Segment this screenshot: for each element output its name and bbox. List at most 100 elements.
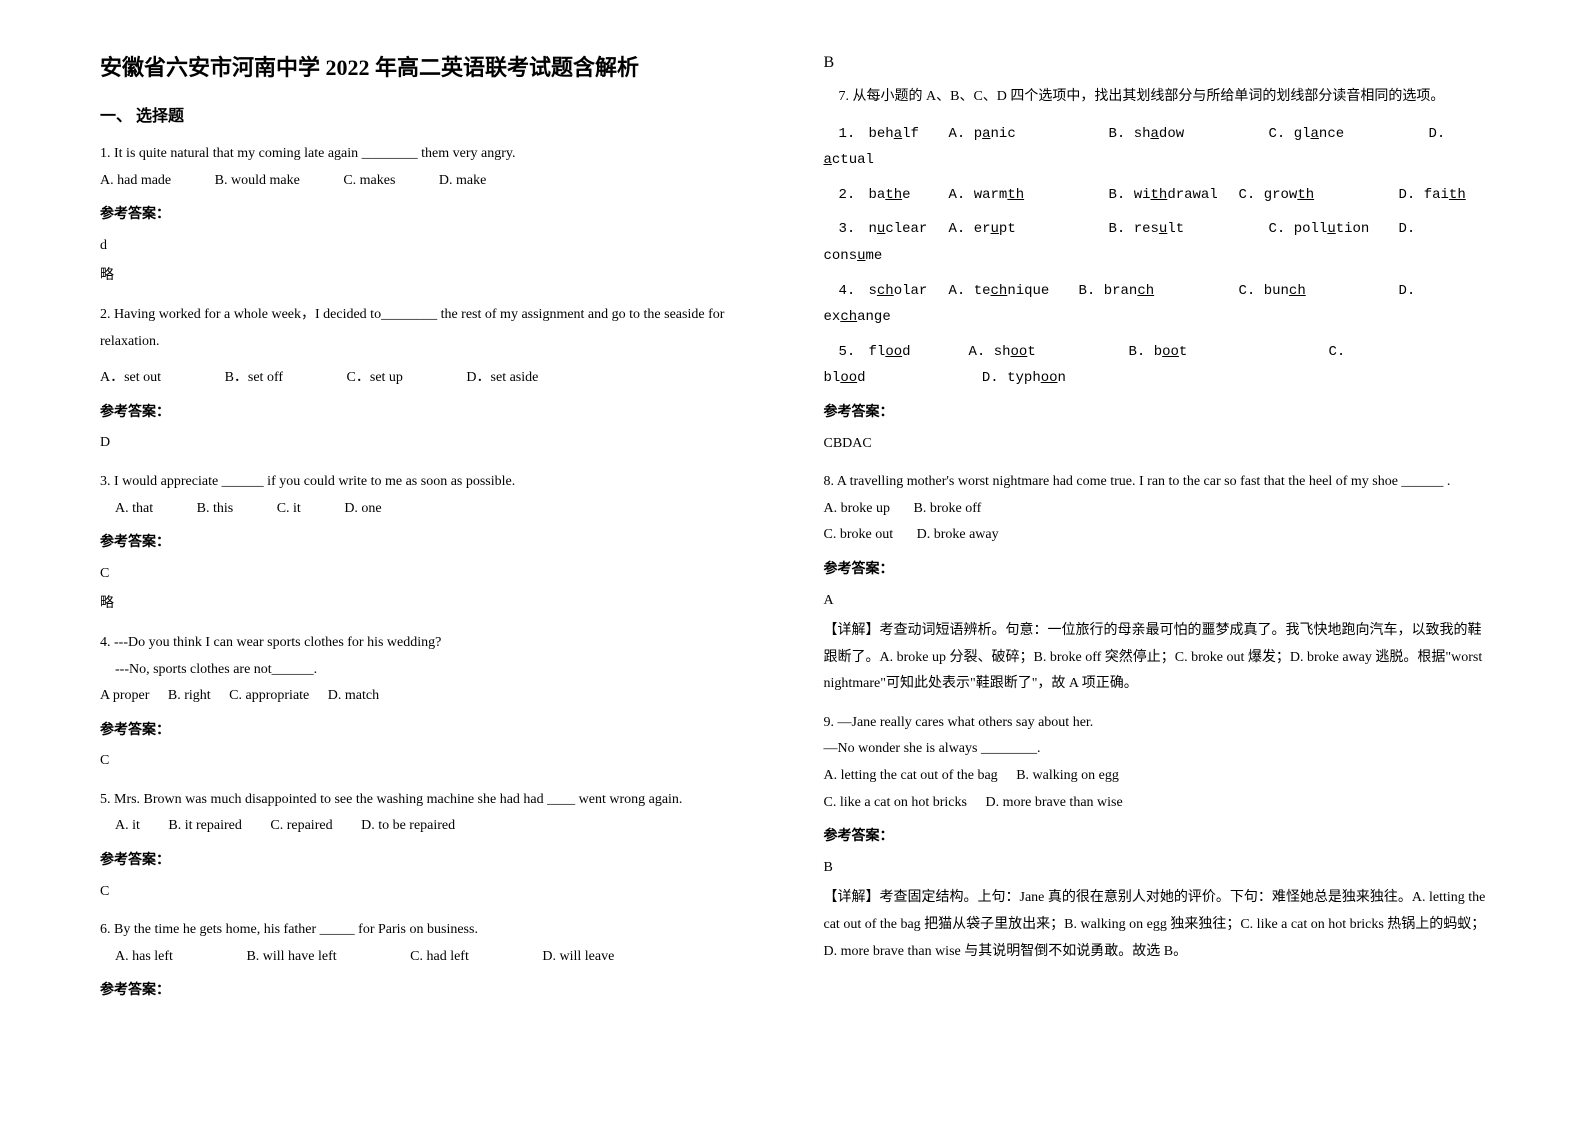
q7-r1-a: A. panic: [949, 121, 1109, 148]
q9-options: A. letting the cat out of the bag B. wal…: [824, 763, 1488, 816]
q8-options: A. broke up B. broke off C. broke out D.…: [824, 496, 1488, 549]
q5-optB: B. it repaired: [168, 813, 241, 840]
q8-optC: C. broke out: [824, 522, 894, 549]
q6-options: A. has left B. will have left C. had lef…: [100, 944, 764, 971]
q9-optB: B. walking on egg: [1016, 763, 1119, 790]
document-title: 安徽省六安市河南中学 2022 年高二英语联考试题含解析: [100, 50, 764, 82]
q9-explanation: 【详解】考查固定结构。上句：Jane 真的很在意别人对她的评价。下句：难怪她总是…: [824, 885, 1488, 965]
q6-optD: D. will leave: [542, 944, 614, 971]
section-header: 一、 选择题: [100, 102, 764, 126]
question-1: 1. It is quite natural that my coming la…: [100, 141, 764, 290]
q7-r5-word: flood: [869, 339, 969, 366]
question-4: 4. ---Do you think I can wear sports clo…: [100, 630, 764, 775]
q5-optA: A. it: [115, 813, 140, 840]
question-7: 7. 从每小题的 A、B、C、D 四个选项中，找出其划线部分与所给单词的划线部分…: [824, 84, 1488, 457]
q7-r5-c2: blood: [824, 365, 974, 392]
q7-r2-c: C. growth: [1239, 182, 1399, 209]
q1-answer-value: d: [100, 233, 764, 260]
q3-answer-value: C: [100, 561, 764, 588]
q9-optD: D. more brave than wise: [985, 790, 1122, 817]
q7-row1: 1. behalf A. panic B. shadow C. glance D…: [824, 121, 1488, 148]
question-5: 5. Mrs. Brown was much disappointed to s…: [100, 787, 764, 905]
q3-answer-label: 参考答案：: [100, 530, 764, 557]
q5-answer-value: C: [100, 879, 764, 906]
q7-r4-b: B. branch: [1079, 278, 1239, 305]
q7-intro: 7. 从每小题的 A、B、C、D 四个选项中，找出其划线部分与所给单词的划线部分…: [824, 84, 1488, 111]
q7-r3-a: A. erupt: [949, 216, 1109, 243]
q4-answer-value: C: [100, 748, 764, 775]
q1-optA: A. had made: [100, 168, 171, 195]
q3-optA: A. that: [115, 496, 153, 523]
q7-r3-b: B. result: [1109, 216, 1269, 243]
q4-text1: 4. ---Do you think I can wear sports clo…: [100, 630, 764, 657]
page: 安徽省六安市河南中学 2022 年高二英语联考试题含解析 一、 选择题 1. I…: [0, 0, 1587, 1067]
left-column: 安徽省六安市河南中学 2022 年高二英语联考试题含解析 一、 选择题 1. I…: [100, 50, 764, 1017]
q5-text: 5. Mrs. Brown was much disappointed to s…: [100, 787, 764, 814]
q8-answer-value: A: [824, 588, 1488, 615]
q3-optB: B. this: [197, 496, 234, 523]
q2-answer-value: D: [100, 430, 764, 457]
q1-options: A. had made B. would make C. makes D. ma…: [100, 168, 764, 195]
q7-r4-d2: exchange: [824, 304, 1488, 331]
q2-options: A．set out B．set off C．set up D．set aside: [100, 365, 764, 392]
q4-optB: B. right: [168, 683, 211, 710]
q8-explanation: 【详解】考查动词短语辨析。句意：一位旅行的母亲最可怕的噩梦成真了。我飞快地跑向汽…: [824, 618, 1488, 698]
q7-r3-num: 3.: [824, 216, 869, 243]
q7-r2-a: A. warmth: [949, 182, 1109, 209]
q9-optC: C. like a cat on hot bricks: [824, 790, 967, 817]
question-3: 3. I would appreciate ______ if you coul…: [100, 469, 764, 618]
q7-r1-d: D.: [1429, 121, 1446, 148]
q7-r1-d2: actual: [824, 147, 1488, 174]
q7-r4-num: 4.: [824, 278, 869, 305]
q7-r3-d2: consume: [824, 243, 1488, 270]
q4-text2: ---No, sports clothes are not______.: [100, 657, 764, 684]
q7-r2-num: 2.: [824, 182, 869, 209]
q3-optD: D. one: [344, 496, 381, 523]
q8-optB: B. broke off: [914, 496, 982, 523]
q1-optD: D. make: [439, 168, 486, 195]
q4-optC: C. appropriate: [229, 683, 309, 710]
q7-row4: 4. scholar A. technique B. branch C. bun…: [824, 278, 1488, 305]
q7-r2-word: bathe: [869, 182, 949, 209]
q7-answer-label: 参考答案：: [824, 400, 1488, 427]
q6-answer-value: B: [824, 54, 1488, 72]
q8-text: 8. A travelling mother's worst nightmare…: [824, 469, 1488, 496]
q7-row3: 3. nuclear A. erupt B. result C. polluti…: [824, 216, 1488, 243]
q4-answer-label: 参考答案：: [100, 718, 764, 745]
q5-optC: C. repaired: [270, 813, 332, 840]
q7-r5-c: C.: [1329, 339, 1346, 366]
q7-row5: 5. flood A. shoot B. boot C.: [824, 339, 1488, 366]
q7-r1-num: 1.: [824, 121, 869, 148]
q9-optA: A. letting the cat out of the bag: [824, 763, 998, 790]
q7-r1-c: C. glance: [1269, 121, 1429, 148]
question-9: 9. —Jane really cares what others say ab…: [824, 710, 1488, 965]
q2-optD: D．set aside: [466, 365, 538, 392]
q9-answer-label: 参考答案：: [824, 824, 1488, 851]
q7-r5-a: A. shoot: [969, 339, 1129, 366]
q1-text: 1. It is quite natural that my coming la…: [100, 141, 764, 168]
q4-optD: D. match: [328, 683, 379, 710]
q5-options: A. it B. it repaired C. repaired D. to b…: [100, 813, 764, 840]
q7-r1-b: B. shadow: [1109, 121, 1269, 148]
q7-r4-d: D.: [1399, 278, 1416, 305]
q9-text1: 9. —Jane really cares what others say ab…: [824, 710, 1488, 737]
right-column: B 7. 从每小题的 A、B、C、D 四个选项中，找出其划线部分与所给单词的划线…: [824, 50, 1488, 1017]
q3-optC: C. it: [277, 496, 301, 523]
q7-r3-c: C. pollution: [1269, 216, 1399, 243]
q7-r4-word: scholar: [869, 278, 949, 305]
q6-text: 6. By the time he gets home, his father …: [100, 917, 764, 944]
question-2: 2. Having worked for a whole week，I deci…: [100, 302, 764, 457]
q6-optA: A. has left: [115, 944, 173, 971]
q6-optC: C. had left: [410, 944, 469, 971]
q5-optD: D. to be repaired: [361, 813, 455, 840]
q8-optD: D. broke away: [917, 522, 999, 549]
q7-r1-word: behalf: [869, 121, 949, 148]
q5-answer-label: 参考答案：: [100, 848, 764, 875]
q2-answer-label: 参考答案：: [100, 400, 764, 427]
q1-answer-label: 参考答案：: [100, 202, 764, 229]
q7-r3-word: nuclear: [869, 216, 949, 243]
q2-optB: B．set off: [225, 365, 283, 392]
q6-optB: B. will have left: [246, 944, 336, 971]
q6-answer-label: 参考答案：: [100, 978, 764, 1005]
q3-note: 略: [100, 591, 764, 618]
